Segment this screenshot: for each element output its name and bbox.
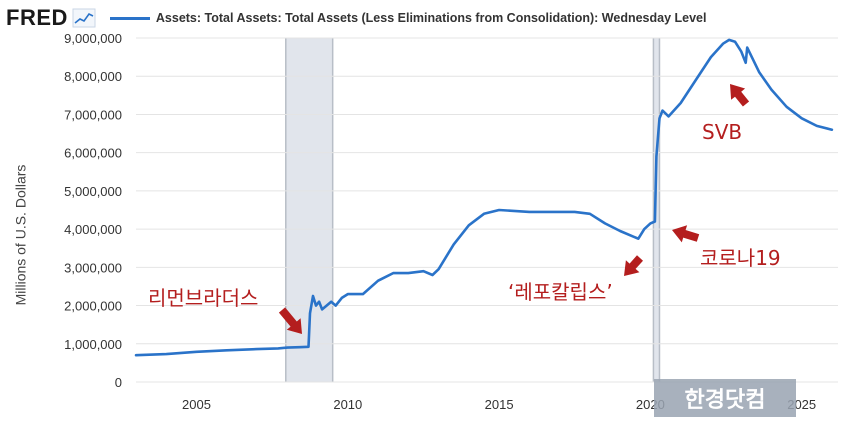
annotation-lehman: 리먼브라더스 [148, 286, 259, 310]
y-tick-label: 0 [115, 375, 122, 390]
legend-swatch [109, 16, 150, 20]
covid-arrow [672, 225, 700, 243]
y-tick-label: 3,000,000 [64, 260, 122, 275]
y-tick-label: 9,000,000 [64, 31, 122, 46]
annotation-covid19: 코로나19 [700, 246, 781, 270]
y-axis-label: Millions of U.S. Dollars [12, 164, 29, 306]
y-tick-label: 5,000,000 [64, 184, 122, 199]
lehman-arrow [278, 307, 302, 334]
repocalypse-arrow [624, 255, 643, 276]
x-tick-label: 2005 [182, 397, 211, 412]
x-tick-label: 2010 [333, 397, 362, 412]
chart-header: FRED Assets: Total Assets: Total Assets … [6, 5, 707, 30]
y-tick-label: 8,000,000 [64, 69, 122, 84]
y-tick-label: 1,000,000 [64, 337, 122, 352]
y-tick-label: 2,000,000 [64, 299, 122, 314]
x-tick-label: 2015 [485, 397, 514, 412]
svb-arrow [730, 84, 750, 107]
y-axis-label-container: Millions of U.S. Dollars [2, 120, 38, 350]
annotation-svb: SVB [702, 120, 743, 144]
legend-label: Assets: Total Assets: Total Assets (Less… [155, 11, 707, 25]
annotation-repocalypse: ‘레포칼립스’ [508, 280, 613, 304]
y-tick-label: 6,000,000 [64, 146, 122, 161]
watermark: 한경닷컴 [654, 379, 796, 417]
y-tick-label: 7,000,000 [64, 107, 122, 122]
y-tick-label: 4,000,000 [64, 222, 122, 237]
series-line-0 [134, 38, 834, 357]
chart-trend-icon [72, 8, 96, 28]
fred-logo: FRED [6, 5, 68, 30]
